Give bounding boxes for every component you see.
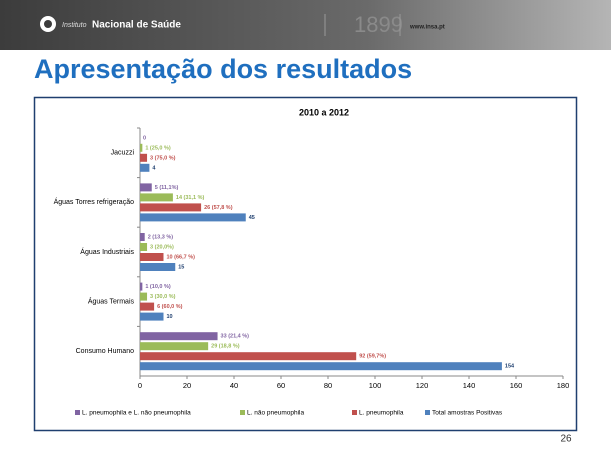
- data-label: 3 (75,0 %): [150, 155, 176, 161]
- bar: [140, 144, 142, 152]
- legend-marker: [240, 410, 245, 415]
- bar: [140, 332, 218, 340]
- y-tick-label: Águas Termais: [88, 296, 135, 305]
- bar: [140, 193, 173, 201]
- data-label: 3 (30,0 %): [150, 294, 176, 300]
- data-label: 92 (59,7%): [359, 354, 386, 360]
- bar: [140, 362, 502, 370]
- bar: [140, 154, 147, 162]
- legend-marker: [75, 410, 80, 415]
- bar: [140, 213, 246, 221]
- data-label: 14 (31,1 %): [176, 195, 205, 201]
- institute: Nacional de Saúde: [92, 20, 181, 31]
- data-label: 45: [249, 215, 255, 221]
- bar: [140, 203, 201, 211]
- bar: [140, 183, 152, 191]
- y-tick-label: Águas Torres refrigeração: [54, 197, 135, 206]
- data-label: 0: [143, 135, 146, 141]
- chart-title: 2010 a 2012: [299, 107, 349, 117]
- bar: [140, 293, 147, 301]
- data-label: 33 (21,4 %): [221, 334, 250, 340]
- bar: [140, 352, 356, 360]
- legend-label: Total amostras Positivas: [432, 410, 503, 417]
- x-tick-label: 20: [183, 381, 191, 390]
- data-label: 6 (60,0 %): [157, 304, 183, 310]
- y-tick-label: Consumo Humano: [76, 348, 134, 355]
- bar: [140, 253, 164, 261]
- legend-marker: [425, 410, 430, 415]
- x-tick-label: 80: [324, 381, 332, 390]
- bar: [140, 263, 175, 271]
- bar: [140, 164, 149, 172]
- x-tick-label: 40: [230, 381, 238, 390]
- x-tick-label: 180: [557, 381, 570, 390]
- bar: [140, 342, 208, 350]
- legend-label: L. pneumophila e L. não pneumophila: [82, 410, 191, 417]
- x-tick-label: 60: [277, 381, 285, 390]
- website: www.insa.pt: [409, 25, 445, 31]
- bar: [140, 243, 147, 251]
- data-label: 5 (11,1%): [155, 185, 179, 191]
- x-tick-label: 140: [463, 381, 476, 390]
- x-tick-label: 0: [138, 381, 142, 390]
- legend-label: L. não pneumophila: [247, 410, 304, 417]
- data-label: 1 (10,0 %): [145, 284, 171, 290]
- chart-frame: [35, 98, 577, 431]
- bar: [140, 303, 154, 311]
- y-tick-label: Águas Industriais: [80, 247, 134, 256]
- legend-label: L. pneumophila: [359, 410, 404, 417]
- y-tick-label: Jacuzzi: [111, 150, 135, 157]
- data-label: 2 (13,3 %): [148, 234, 174, 240]
- data-label: 26 (57,8 %): [204, 205, 233, 211]
- x-tick-label: 160: [510, 381, 523, 390]
- data-label: 154: [505, 364, 515, 370]
- data-label: 1 (25,0 %): [145, 145, 171, 151]
- slide: Instituto Nacional de Saúde 1899 www.ins…: [0, 0, 611, 461]
- logo-inner: [44, 20, 52, 28]
- data-label: 10 (66,7 %): [167, 254, 196, 260]
- legend-marker: [352, 410, 357, 415]
- data-label: 3 (20,0%): [150, 244, 174, 250]
- data-label: 10: [167, 314, 173, 320]
- bar: [140, 233, 145, 241]
- x-tick-label: 100: [369, 381, 382, 390]
- x-tick-label: 120: [416, 381, 429, 390]
- year: 1899: [354, 12, 403, 37]
- bar: [140, 313, 164, 321]
- data-label: 15: [178, 264, 184, 270]
- slide-title: Apresentação dos resultados: [34, 54, 412, 84]
- data-label: 29 (18,8 %): [211, 344, 240, 350]
- institute-prefix: Instituto: [62, 22, 87, 29]
- bar: [140, 283, 142, 291]
- page-number: 26: [560, 434, 572, 445]
